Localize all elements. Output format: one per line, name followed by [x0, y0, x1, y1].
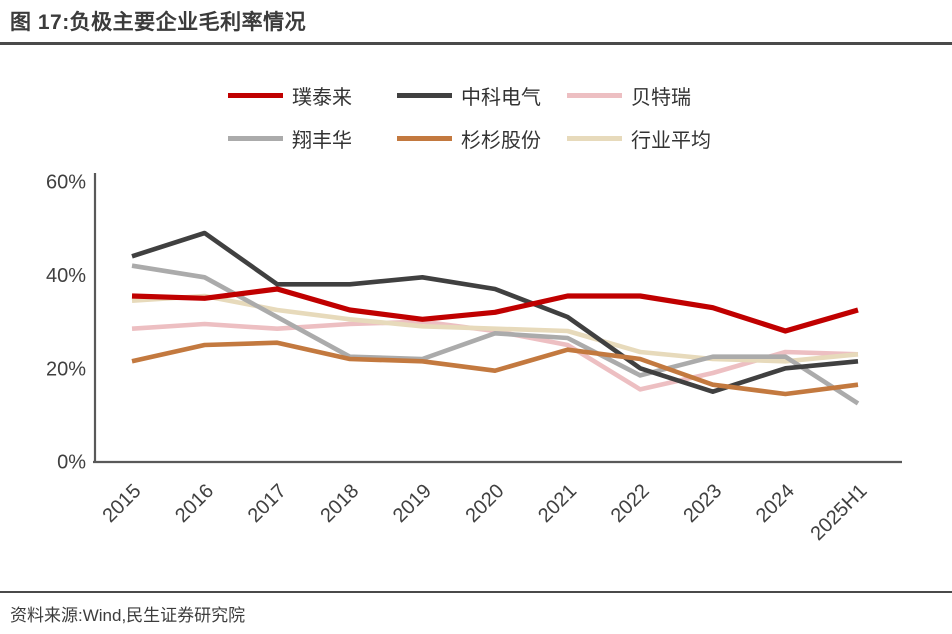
x-tick-label: 2021 [534, 480, 581, 527]
y-tick-label: 0% [57, 452, 86, 474]
legend-label: 翔丰华 [292, 130, 352, 152]
figure-title: 图 17:负极主要企业毛利率情况 [10, 11, 307, 34]
y-tick-label: 40% [46, 265, 86, 287]
chart-line-杉杉股份 [131, 340, 859, 397]
legend-swatch-璞泰来 [228, 93, 283, 98]
x-tick-label: 2015 [99, 480, 146, 527]
chart-legend: 璞泰来 中科电气 贝特瑞翔丰华 杉杉股份 行业平均 [228, 81, 732, 153]
chart-line-翔丰华 [131, 263, 860, 406]
legend-swatch-贝特瑞 [567, 93, 622, 98]
legend-item-行业平均: 行业平均 [567, 124, 732, 153]
y-tick-label: 60% [46, 172, 86, 194]
legend-label: 中科电气 [461, 87, 541, 109]
legend-label: 杉杉股份 [461, 130, 541, 152]
legend-item-翔丰华: 翔丰华 [228, 124, 397, 153]
legend-swatch-行业平均 [567, 136, 622, 141]
legend-swatch-翔丰华 [228, 136, 283, 141]
x-tick-label: 2017 [244, 480, 291, 527]
x-tick-label: 2020 [462, 480, 509, 527]
legend-swatch-杉杉股份 [397, 136, 452, 141]
x-tick-label: 2018 [316, 480, 363, 527]
x-tick-label: 2019 [389, 480, 436, 527]
chart-line-璞泰来 [131, 286, 859, 334]
legend-label: 贝特瑞 [631, 87, 691, 109]
legend-item-璞泰来: 璞泰来 [228, 81, 397, 110]
chart-line-中科电气 [131, 230, 859, 395]
x-tick-label: 2023 [679, 480, 726, 527]
legend-swatch-中科电气 [397, 93, 452, 98]
y-tick-label: 20% [46, 358, 86, 380]
x-tick-label: 2025H1 [806, 480, 871, 545]
legend-item-贝特瑞: 贝特瑞 [567, 81, 732, 110]
x-tick-label: 2016 [171, 480, 218, 527]
source-note: 资料来源:Wind,民生证券研究院 [10, 606, 246, 625]
legend-item-中科电气: 中科电气 [397, 81, 567, 110]
x-tick-label: 2022 [607, 480, 654, 527]
legend-item-杉杉股份: 杉杉股份 [397, 124, 567, 153]
x-tick-label: 2024 [752, 480, 799, 527]
footer-divider [0, 591, 952, 593]
legend-label: 璞泰来 [292, 87, 352, 109]
legend-label: 行业平均 [631, 130, 711, 152]
title-underline [0, 42, 952, 45]
